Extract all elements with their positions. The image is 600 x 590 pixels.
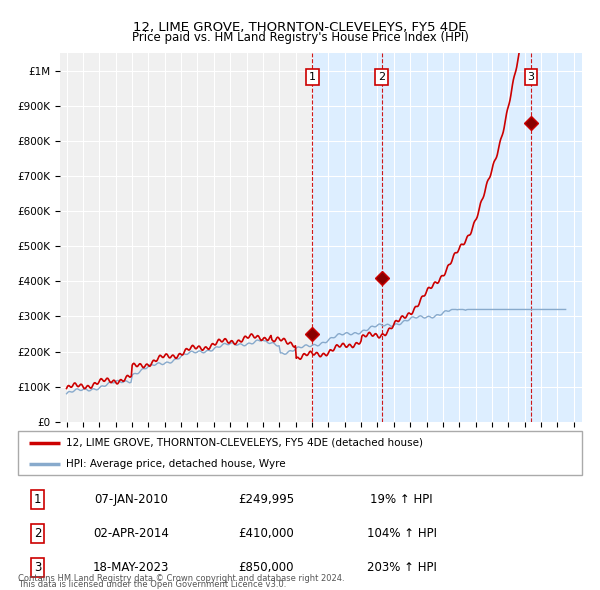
- Text: 12, LIME GROVE, THORNTON-CLEVELEYS, FY5 4DE (detached house): 12, LIME GROVE, THORNTON-CLEVELEYS, FY5 …: [66, 438, 423, 448]
- Text: 2: 2: [378, 72, 385, 82]
- Text: This data is licensed under the Open Government Licence v3.0.: This data is licensed under the Open Gov…: [18, 581, 286, 589]
- Text: 3: 3: [34, 561, 41, 574]
- Bar: [313, 53, 531, 422]
- Text: 12, LIME GROVE, THORNTON-CLEVELEYS, FY5 4DE: 12, LIME GROVE, THORNTON-CLEVELEYS, FY5 …: [133, 21, 467, 34]
- Text: 02-APR-2014: 02-APR-2014: [93, 527, 169, 540]
- FancyBboxPatch shape: [18, 431, 582, 475]
- Text: £410,000: £410,000: [238, 527, 294, 540]
- Text: HPI: Average price, detached house, Wyre: HPI: Average price, detached house, Wyre: [66, 459, 286, 469]
- Text: 07-JAN-2010: 07-JAN-2010: [94, 493, 168, 506]
- Bar: [531, 53, 582, 422]
- Text: 3: 3: [527, 72, 535, 82]
- Text: 1: 1: [309, 72, 316, 82]
- Text: 1: 1: [34, 493, 41, 506]
- Text: 104% ↑ HPI: 104% ↑ HPI: [367, 527, 437, 540]
- Text: 18-MAY-2023: 18-MAY-2023: [92, 561, 169, 574]
- Text: 203% ↑ HPI: 203% ↑ HPI: [367, 561, 436, 574]
- Text: £249,995: £249,995: [238, 493, 294, 506]
- Text: £850,000: £850,000: [238, 561, 294, 574]
- Text: 2: 2: [34, 527, 41, 540]
- Text: Contains HM Land Registry data © Crown copyright and database right 2024.: Contains HM Land Registry data © Crown c…: [18, 574, 344, 583]
- Text: 19% ↑ HPI: 19% ↑ HPI: [370, 493, 433, 506]
- Text: Price paid vs. HM Land Registry's House Price Index (HPI): Price paid vs. HM Land Registry's House …: [131, 31, 469, 44]
